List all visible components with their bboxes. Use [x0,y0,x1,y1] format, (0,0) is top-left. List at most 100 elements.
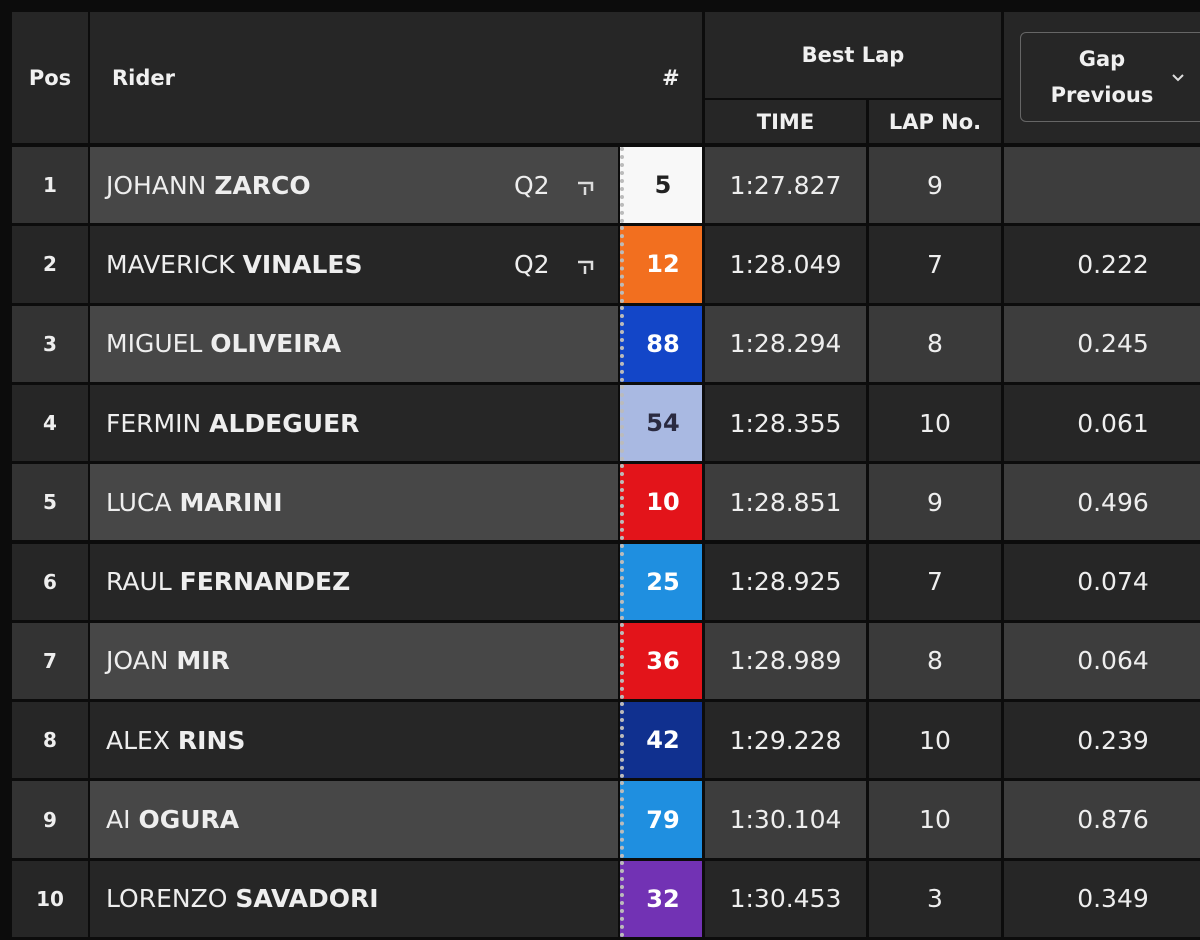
last-name: SAVADORI [235,884,379,914]
pos-cell: 10 [12,860,88,937]
space [201,409,209,438]
advance-icon [578,181,594,195]
first-name: MIGUEL [106,329,203,359]
lap-cell: 10 [869,384,1001,462]
rider-cell: MIGUEL OLIVEIRA [90,305,618,382]
space [227,884,235,913]
header-gap-cell: Gap Previous [1004,12,1200,143]
pos-text: 9 [43,807,57,832]
last-name: RINS [177,725,246,755]
session-tag: Q2 [514,170,550,200]
number-plate: 12 [620,226,702,303]
pos-cell: 3 [12,305,88,382]
space [130,805,138,834]
number-plate: 36 [620,622,702,700]
time-cell: 1:29.228 [705,702,866,779]
gap-cell: 0.064 [1004,622,1200,700]
pos-cell: 9 [12,781,88,858]
pos-text: 8 [43,728,57,753]
gap-cell [1004,147,1200,224]
last-name: ZARCO [214,170,311,200]
header-text: Rider [112,65,175,90]
header-time: TIME [705,100,866,143]
first-name: ALEX [106,725,170,755]
gap-text: 0.245 [1077,329,1149,359]
time-cell: 1:28.851 [705,464,866,541]
time-text: 1:28.355 [729,408,842,438]
session-tag: Q2 [514,249,550,279]
lap-text: 8 [927,646,943,676]
lap-text: 7 [927,249,943,279]
number-text: 42 [646,726,680,755]
header-text: TIME [756,109,815,134]
time-text: 1:28.925 [729,567,842,597]
header-text: Previous [1050,83,1154,107]
lap-cell: 10 [869,702,1001,779]
first-name: JOAN [106,646,169,676]
pos-cell: 8 [12,702,88,779]
time-text: 1:28.989 [729,646,842,676]
time-text: 1:29.228 [729,725,842,755]
rider-cell: JOHANN ZARCO Q2 [90,147,618,224]
last-name: VINALES [242,249,363,279]
lap-text: 10 [919,725,951,755]
pos-text: 2 [43,252,57,277]
pos-cell: 4 [12,384,88,462]
gap-cell: 0.496 [1004,464,1200,541]
number-text: 5 [654,171,672,200]
time-text: 1:28.049 [729,249,842,279]
number-text: 12 [646,250,680,279]
gap-text: 0.222 [1077,249,1149,279]
last-name: ALDEGUER [209,408,360,438]
header-best-lap: Best Lap [705,12,1001,98]
time-cell: 1:28.989 [705,622,866,700]
time-cell: 1:27.827 [705,147,866,224]
header-rider: Rider # [90,12,702,143]
space [168,646,176,675]
space [170,726,178,755]
rider-cell: RAUL FERNANDEZ [90,543,618,620]
pos-cell: 5 [12,464,88,541]
last-name: MIR [176,646,230,676]
gap-text: 0.876 [1077,805,1149,835]
first-name: MAVERICK [106,249,235,279]
pos-text: 5 [43,490,57,515]
gap-text: 0.074 [1077,567,1149,597]
number-text: 88 [646,329,680,358]
header-text: Gap [1078,47,1126,71]
last-name: OGURA [138,805,240,835]
gap-text: 0.061 [1077,408,1149,438]
gap-text: 0.239 [1077,725,1149,755]
pos-cell: 7 [12,622,88,700]
rider-cell: FERMIN ALDEGUER [90,384,618,462]
number-plate: 42 [620,702,702,779]
number-plate: 5 [620,147,702,224]
lap-cell: 7 [869,226,1001,303]
gap-cell: 0.061 [1004,384,1200,462]
space [206,171,214,200]
first-name: LORENZO [106,884,228,914]
rider-cell: ALEX RINS [90,702,618,779]
advance-icon [578,261,594,275]
first-name: JOHANN [106,170,207,200]
number-plate: 79 [620,781,702,858]
first-name: LUCA [106,487,172,517]
last-name: FERNANDEZ [179,567,351,597]
lap-cell: 10 [869,781,1001,858]
number-text: 32 [646,884,680,913]
pos-text: 3 [43,331,57,356]
header-text: LAP No. [888,109,982,134]
number-text: 36 [646,646,680,675]
number-text: 10 [646,488,680,517]
lap-cell: 8 [869,622,1001,700]
last-name: OLIVEIRA [210,329,342,359]
pos-text: 1 [43,173,57,198]
gap-text: 0.496 [1077,487,1149,517]
gap-dropdown[interactable]: Gap Previous [1020,32,1200,122]
time-cell: 1:28.925 [705,543,866,620]
pos-cell: 2 [12,226,88,303]
space [235,250,243,279]
number-plate: 88 [620,305,702,382]
lap-text: 10 [919,805,951,835]
lap-text: 10 [919,408,951,438]
